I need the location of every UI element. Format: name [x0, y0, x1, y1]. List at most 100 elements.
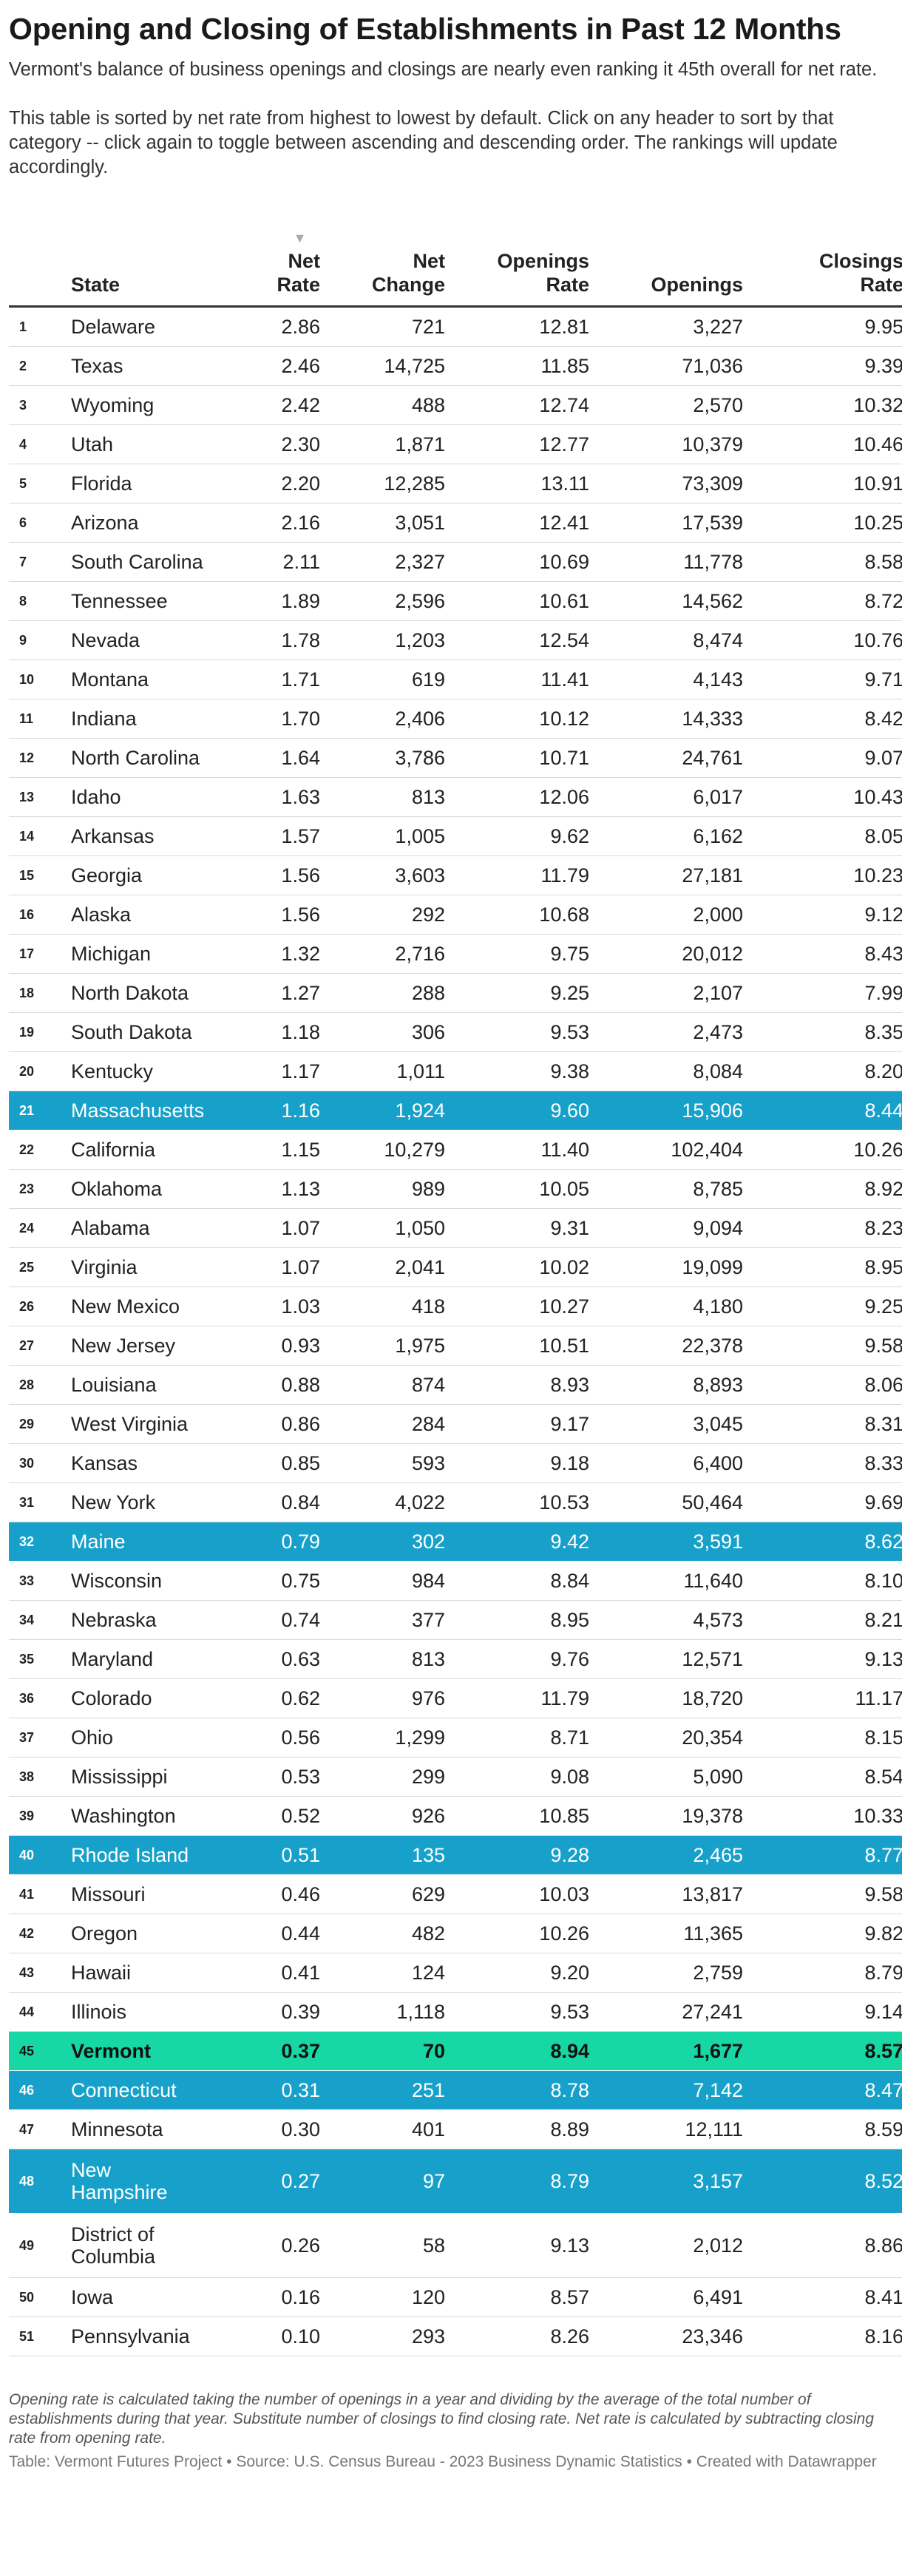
- cell-net-rate: 0.84: [234, 1482, 320, 1522]
- header-openings-rate-label: Openings Rate: [497, 250, 589, 296]
- cell-openings-rate: 9.08: [445, 1757, 589, 1797]
- establishments-table: State ▼ Net Rate Net Change Openings Rat…: [9, 224, 902, 2356]
- cell-state: Tennessee: [71, 581, 234, 621]
- header-net-rate[interactable]: ▼ Net Rate: [234, 224, 320, 308]
- cell-openings: 6,400: [589, 1443, 743, 1483]
- header-net-change-label: Net Change: [371, 250, 445, 296]
- header-openings-rate[interactable]: Openings Rate: [445, 224, 589, 308]
- cell-rank: 1: [9, 306, 71, 347]
- cell-state: Iowa: [71, 2277, 234, 2317]
- cell-openings: 71,036: [589, 346, 743, 386]
- cell-closings-rate: 8.16: [743, 2316, 902, 2356]
- cell-openings: 4,143: [589, 660, 743, 699]
- table-row: 48 New Hampshire 0.27 97 8.79 3,157 8.52: [9, 2149, 902, 2214]
- cell-net-rate: 0.88: [234, 1365, 320, 1405]
- cell-closings-rate: 10.91: [743, 464, 902, 504]
- cell-net-rate: 2.42: [234, 385, 320, 425]
- cell-net-change: 593: [320, 1443, 445, 1483]
- cell-net-change: 251: [320, 2070, 445, 2110]
- cell-net-rate: 1.07: [234, 1208, 320, 1248]
- cell-net-rate: 1.16: [234, 1091, 320, 1131]
- cell-state: Michigan: [71, 934, 234, 974]
- cell-openings-rate: 9.18: [445, 1443, 589, 1483]
- cell-closings-rate: 8.42: [743, 699, 902, 739]
- table-row: 3 Wyoming 2.42 488 12.74 2,570 10.32: [9, 385, 902, 425]
- cell-openings: 27,241: [589, 1992, 743, 2032]
- cell-state: New Jersey: [71, 1326, 234, 1366]
- cell-openings-rate: 10.71: [445, 738, 589, 778]
- cell-state: New Mexico: [71, 1287, 234, 1326]
- cell-openings: 14,562: [589, 581, 743, 621]
- cell-closings-rate: 9.58: [743, 1326, 902, 1366]
- cell-openings-rate: 8.94: [445, 2031, 589, 2071]
- cell-state: Hawaii: [71, 1953, 234, 1993]
- table-row: 24 Alabama 1.07 1,050 9.31 9,094 8.23: [9, 1208, 902, 1248]
- cell-net-rate: 1.64: [234, 738, 320, 778]
- header-openings[interactable]: Openings: [589, 224, 743, 308]
- cell-rank: 4: [9, 424, 71, 464]
- cell-state: North Dakota: [71, 973, 234, 1013]
- cell-openings-rate: 9.62: [445, 816, 589, 856]
- cell-openings-rate: 11.79: [445, 855, 589, 895]
- cell-openings: 6,162: [589, 816, 743, 856]
- cell-net-rate: 0.62: [234, 1678, 320, 1718]
- cell-rank: 45: [9, 2031, 71, 2071]
- cell-rank: 48: [9, 2149, 71, 2214]
- header-rank: [9, 224, 71, 308]
- table-row: 49 District of Columbia 0.26 58 9.13 2,012 8.8…: [9, 2213, 902, 2278]
- footnote: Opening rate is calculated taking the nu…: [9, 2391, 875, 2447]
- table-row: 39 Washington 0.52 926 10.85 19,378 10.33: [9, 1796, 902, 1836]
- cell-state: Nebraska: [71, 1600, 234, 1640]
- cell-net-rate: 2.11: [234, 542, 320, 582]
- cell-net-change: 12,285: [320, 464, 445, 504]
- cell-net-change: 813: [320, 777, 445, 817]
- cell-closings-rate: 9.39: [743, 346, 902, 386]
- table-row: 19 South Dakota 1.18 306 9.53 2,473 8.35: [9, 1012, 902, 1052]
- header-net-change[interactable]: Net Change: [320, 224, 445, 308]
- cell-openings: 2,465: [589, 1835, 743, 1875]
- cell-net-rate: 0.44: [234, 1914, 320, 1953]
- cell-openings: 2,012: [589, 2213, 743, 2278]
- table-row: 5 Florida 2.20 12,285 13.11 73,309 10.91: [9, 464, 902, 504]
- table-row: 42 Oregon 0.44 482 10.26 11,365 9.82: [9, 1914, 902, 1953]
- cell-openings: 20,012: [589, 934, 743, 974]
- table-row: 14 Arkansas 1.57 1,005 9.62 6,162 8.05: [9, 816, 902, 856]
- cell-closings-rate: 8.06: [743, 1365, 902, 1405]
- cell-openings: 4,573: [589, 1600, 743, 1640]
- cell-closings-rate: 8.52: [743, 2149, 902, 2214]
- cell-closings-rate: 8.31: [743, 1404, 902, 1444]
- cell-rank: 15: [9, 855, 71, 895]
- cell-net-rate: 0.93: [234, 1326, 320, 1366]
- cell-openings-rate: 12.81: [445, 306, 589, 347]
- cell-openings-rate: 10.27: [445, 1287, 589, 1326]
- cell-net-change: 1,975: [320, 1326, 445, 1366]
- cell-net-rate: 0.27: [234, 2149, 320, 2214]
- cell-rank: 2: [9, 346, 71, 386]
- cell-openings-rate: 13.11: [445, 464, 589, 504]
- cell-state: Pennsylvania: [71, 2316, 234, 2356]
- cell-state: Maine: [71, 1522, 234, 1562]
- cell-net-change: 1,871: [320, 424, 445, 464]
- cell-closings-rate: 10.46: [743, 424, 902, 464]
- cell-net-change: 10,279: [320, 1130, 445, 1170]
- table-row: 25 Virginia 1.07 2,041 10.02 19,099 8.95: [9, 1247, 902, 1287]
- cell-openings: 9,094: [589, 1208, 743, 1248]
- cell-net-change: 418: [320, 1287, 445, 1326]
- header-state-label: State: [71, 274, 121, 296]
- cell-net-rate: 0.56: [234, 1718, 320, 1758]
- description-instructions: This table is sorted by net rate from hi…: [9, 108, 838, 177]
- cell-openings-rate: 9.75: [445, 934, 589, 974]
- cell-closings-rate: 8.10: [743, 1561, 902, 1601]
- cell-openings-rate: 8.89: [445, 2109, 589, 2149]
- header-state[interactable]: State: [71, 224, 234, 308]
- cell-closings-rate: 10.33: [743, 1796, 902, 1836]
- cell-rank: 31: [9, 1482, 71, 1522]
- header-closings-rate[interactable]: Closings Rate: [743, 224, 902, 308]
- cell-rank: 10: [9, 660, 71, 699]
- cell-openings: 7,142: [589, 2070, 743, 2110]
- cell-net-change: 1,924: [320, 1091, 445, 1131]
- cell-openings-rate: 9.20: [445, 1953, 589, 1993]
- cell-openings: 24,761: [589, 738, 743, 778]
- cell-net-rate: 0.52: [234, 1796, 320, 1836]
- cell-rank: 21: [9, 1091, 71, 1131]
